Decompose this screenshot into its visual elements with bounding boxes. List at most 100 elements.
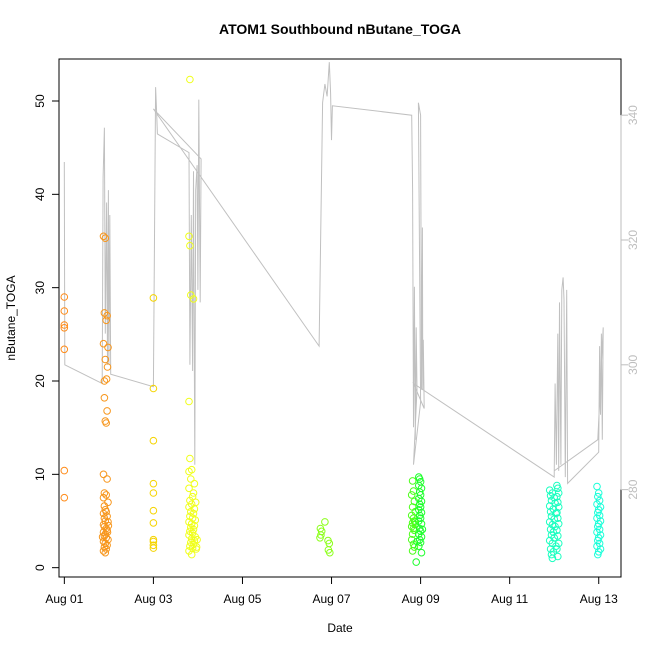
x-axis: Aug 01 Aug 03 Aug 05 Aug 07 Aug 09 Aug 11 Aug … xyxy=(45,576,618,606)
y-axis-label: nButane_TOGA xyxy=(4,275,18,360)
data-point xyxy=(102,375,111,383)
y-tick-label: 20 xyxy=(33,374,47,388)
data-point xyxy=(412,558,421,566)
data-point xyxy=(103,363,112,371)
data-point xyxy=(102,316,110,325)
data-point xyxy=(408,547,417,555)
data-point xyxy=(104,521,113,530)
data-point xyxy=(149,436,158,445)
data-point xyxy=(193,535,201,544)
data-point xyxy=(100,489,109,497)
data-point xyxy=(554,514,562,523)
data-point xyxy=(101,539,110,548)
data-point xyxy=(554,532,562,540)
data-point xyxy=(60,466,69,475)
data-point xyxy=(149,506,158,515)
data-point xyxy=(99,470,108,479)
x-tick-label: Aug 05 xyxy=(223,592,261,606)
data-point xyxy=(553,526,561,535)
y-axis: 0 10 20 30 40 50 xyxy=(33,94,60,571)
series-6 xyxy=(412,473,427,566)
data-point xyxy=(149,544,158,552)
data-point xyxy=(554,489,563,497)
y-tick-label: 10 xyxy=(33,467,47,481)
data-point xyxy=(417,520,426,528)
points-layer xyxy=(60,75,605,566)
data-point xyxy=(186,241,194,250)
data-point xyxy=(60,324,69,332)
data-point xyxy=(185,397,193,406)
data-point xyxy=(407,535,416,544)
data-point xyxy=(101,355,110,364)
y2-tick-label: 320 xyxy=(626,230,640,250)
data-point xyxy=(594,550,602,559)
data-point xyxy=(103,407,111,415)
data-point xyxy=(316,534,324,542)
data-point xyxy=(104,498,112,507)
data-point xyxy=(186,75,194,84)
data-point xyxy=(149,519,158,527)
y2-tick-label: 280 xyxy=(626,479,640,499)
data-point xyxy=(415,542,423,551)
data-point xyxy=(553,545,561,553)
x-tick-label: Aug 07 xyxy=(313,592,351,606)
series-8 xyxy=(593,482,605,559)
data-point xyxy=(187,550,196,559)
y2-axis: 280 300 320 340 xyxy=(620,105,640,500)
data-point xyxy=(102,419,110,427)
data-point xyxy=(100,543,109,551)
data-point xyxy=(60,321,69,329)
data-point xyxy=(187,465,196,474)
series-7 xyxy=(545,481,563,563)
data-point xyxy=(100,377,109,385)
data-point xyxy=(149,541,158,550)
data-point xyxy=(100,394,109,402)
data-point xyxy=(99,232,108,241)
data-point xyxy=(99,547,108,555)
data-point xyxy=(186,454,194,463)
data-point xyxy=(192,543,201,551)
data-point xyxy=(149,384,158,393)
series-4 xyxy=(316,518,334,557)
data-point xyxy=(187,475,195,483)
data-point xyxy=(554,539,563,548)
data-point xyxy=(104,343,112,352)
data-point xyxy=(418,525,427,534)
x-axis-label: Date xyxy=(327,621,353,635)
x-tick-label: Aug 03 xyxy=(134,592,172,606)
data-point xyxy=(149,479,158,488)
data-point xyxy=(409,487,418,495)
data-point xyxy=(60,293,69,301)
series-2 xyxy=(149,294,158,552)
data-point xyxy=(554,498,562,507)
data-point xyxy=(594,489,603,497)
series-3 xyxy=(185,75,201,559)
y2-tick-label: 300 xyxy=(626,354,640,374)
series-1 xyxy=(98,232,113,557)
data-point xyxy=(417,548,426,557)
data-point xyxy=(103,311,111,320)
data-point xyxy=(188,529,197,537)
data-point xyxy=(100,502,109,510)
data-point xyxy=(548,554,557,563)
y-tick-label: 0 xyxy=(33,564,47,571)
data-point xyxy=(185,484,193,493)
data-point xyxy=(554,552,562,561)
data-point xyxy=(407,491,416,499)
chart-title: ATOM1 Southbound nButane_TOGA xyxy=(219,21,461,37)
data-point xyxy=(99,339,108,348)
data-point xyxy=(185,503,193,511)
data-point xyxy=(60,493,69,502)
data-point xyxy=(554,503,563,511)
data-point xyxy=(326,548,334,557)
series-0 xyxy=(60,293,69,502)
data-point xyxy=(60,307,69,315)
secondary-line-layer xyxy=(63,62,604,485)
data-point xyxy=(188,492,197,501)
data-point xyxy=(190,479,199,488)
data-point xyxy=(416,538,425,547)
data-point xyxy=(99,493,108,502)
data-point xyxy=(187,291,195,299)
data-point xyxy=(101,548,110,557)
